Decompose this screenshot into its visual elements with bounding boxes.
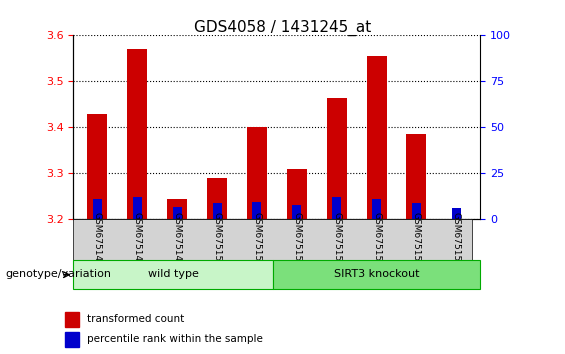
Bar	[65, 332, 79, 347]
Bar	[273, 260, 480, 289]
Bar	[412, 204, 421, 219]
Bar	[65, 312, 79, 326]
Bar	[73, 260, 273, 289]
Bar	[292, 205, 301, 219]
Bar	[167, 199, 187, 219]
Bar	[88, 114, 107, 219]
Text: GSM675147: GSM675147	[93, 212, 102, 267]
Text: GDS4058 / 1431245_at: GDS4058 / 1431245_at	[194, 19, 371, 36]
Text: SIRT3 knockout: SIRT3 knockout	[334, 269, 419, 279]
Text: GSM675151: GSM675151	[253, 212, 262, 267]
Bar	[207, 178, 227, 219]
Text: GSM675152: GSM675152	[292, 212, 301, 267]
Bar	[327, 98, 347, 219]
Bar	[452, 208, 461, 219]
Text: GSM675154: GSM675154	[372, 212, 381, 267]
Text: percentile rank within the sample: percentile rank within the sample	[88, 335, 263, 344]
Text: GSM675149: GSM675149	[173, 212, 181, 267]
Text: transformed count: transformed count	[88, 314, 185, 324]
Text: wild type: wild type	[147, 269, 198, 279]
Text: GSM675155: GSM675155	[412, 212, 421, 267]
Bar	[332, 198, 341, 219]
Bar	[372, 199, 381, 219]
Bar	[406, 135, 427, 219]
Bar	[127, 49, 147, 219]
Text: GSM675148: GSM675148	[133, 212, 142, 267]
Text: GSM675150: GSM675150	[212, 212, 221, 267]
Text: GSM675156: GSM675156	[452, 212, 461, 267]
Text: genotype/variation: genotype/variation	[6, 269, 112, 279]
Text: GSM675153: GSM675153	[332, 212, 341, 267]
Bar	[133, 198, 142, 219]
Bar	[253, 202, 262, 219]
Bar	[173, 207, 181, 219]
Bar	[212, 204, 221, 219]
Bar	[247, 127, 267, 219]
Bar	[287, 169, 307, 219]
Bar	[367, 56, 386, 219]
Bar	[93, 199, 102, 219]
